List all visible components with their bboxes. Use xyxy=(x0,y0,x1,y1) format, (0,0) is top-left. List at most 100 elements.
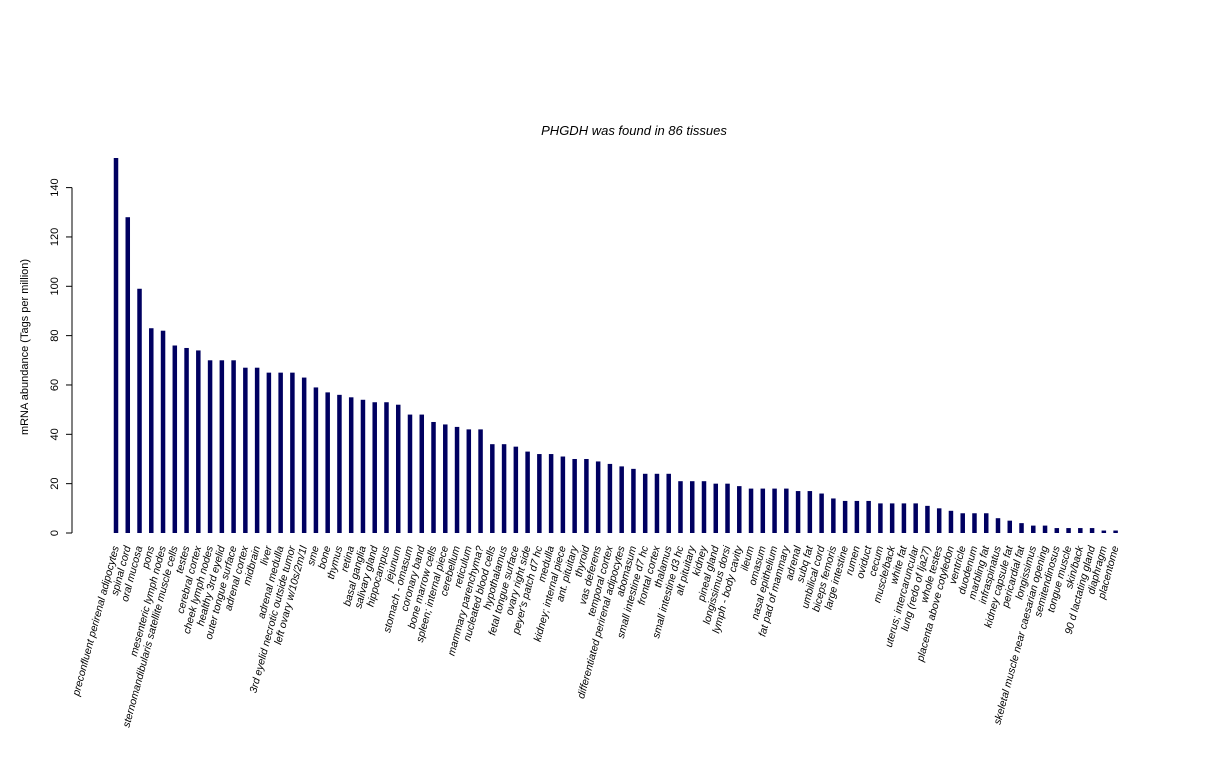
bar xyxy=(936,508,942,533)
bar xyxy=(760,488,766,533)
x-tick-label: sme xyxy=(305,545,322,567)
bar xyxy=(149,328,154,533)
bar xyxy=(360,399,366,533)
bar xyxy=(960,513,965,533)
bar xyxy=(995,518,1001,533)
bar xyxy=(1019,523,1024,533)
bar xyxy=(784,488,789,533)
bar xyxy=(772,488,777,533)
bar xyxy=(548,454,554,533)
bar xyxy=(595,461,601,533)
bar xyxy=(254,367,260,533)
bar xyxy=(948,510,954,533)
bar xyxy=(407,414,413,533)
x-tick-label: preconfluent perirenal adipocytes xyxy=(70,544,122,698)
bar xyxy=(607,463,613,533)
bar xyxy=(196,350,201,533)
bar xyxy=(925,505,930,533)
bar xyxy=(584,458,589,533)
bar xyxy=(207,360,213,533)
bar xyxy=(795,491,801,533)
bar xyxy=(1078,528,1083,533)
bar xyxy=(831,498,836,533)
bar xyxy=(1054,528,1060,533)
bar xyxy=(525,451,530,533)
bar xyxy=(290,372,295,533)
bar xyxy=(278,372,283,533)
bar xyxy=(501,444,507,533)
bars xyxy=(113,158,1118,534)
y-tick-label: 120 xyxy=(49,228,61,246)
bar xyxy=(313,387,319,533)
bar xyxy=(889,503,895,533)
bar xyxy=(243,367,248,533)
bar xyxy=(431,421,436,533)
bar xyxy=(701,481,707,533)
bar xyxy=(137,288,142,533)
bar xyxy=(513,446,519,533)
y-tick-label: 0 xyxy=(49,530,61,536)
bar xyxy=(1089,528,1095,533)
y-tick-label: 40 xyxy=(49,428,61,440)
bar xyxy=(184,347,189,533)
bar xyxy=(642,473,648,533)
y-tick-label: 20 xyxy=(49,478,61,490)
bar xyxy=(631,468,636,533)
bar xyxy=(866,500,871,533)
bar xyxy=(737,486,742,534)
bar xyxy=(301,377,307,533)
bar xyxy=(560,456,566,533)
bar xyxy=(689,481,695,533)
bar xyxy=(160,330,166,533)
bar xyxy=(713,483,719,533)
bar xyxy=(266,372,272,533)
bar xyxy=(372,402,377,533)
y-tick-label: 80 xyxy=(49,330,61,342)
bar xyxy=(748,488,754,533)
bar xyxy=(972,513,977,533)
bar xyxy=(878,503,883,533)
bar xyxy=(172,345,178,533)
bar xyxy=(219,360,225,533)
y-tick-label: 140 xyxy=(49,178,61,196)
bar xyxy=(983,513,989,533)
chart-title: PHGDH was found in 86 tissues xyxy=(541,123,727,138)
bar xyxy=(454,426,460,533)
bar xyxy=(384,402,389,533)
bar xyxy=(348,397,354,533)
bar xyxy=(678,481,683,533)
bar xyxy=(466,429,472,533)
bar xyxy=(395,404,401,533)
bar xyxy=(337,394,342,533)
bar xyxy=(1113,530,1118,533)
bar xyxy=(231,360,236,533)
bar xyxy=(125,217,131,533)
x-tick-labels: preconfluent perirenal adipocytesspinal … xyxy=(70,544,1122,729)
bar xyxy=(819,493,824,533)
bar xyxy=(1101,530,1107,533)
y-tick-label: 100 xyxy=(49,277,61,295)
bar xyxy=(1066,528,1071,533)
bar xyxy=(1031,525,1036,533)
x-tick-label: liver xyxy=(258,544,275,566)
bar xyxy=(572,458,577,533)
y-axis-label: mRNA abundance (Tags per million) xyxy=(19,259,31,435)
bar xyxy=(654,473,660,533)
bar xyxy=(842,500,848,533)
bar xyxy=(1007,520,1013,533)
bar xyxy=(666,473,671,533)
bar xyxy=(443,424,448,533)
bar xyxy=(113,158,119,533)
bar xyxy=(537,454,542,533)
bar xyxy=(1042,525,1048,533)
bar xyxy=(854,500,860,533)
y-tick-label: 60 xyxy=(49,379,61,391)
bar xyxy=(490,444,495,533)
bar xyxy=(807,491,813,533)
bar xyxy=(325,392,330,534)
bar xyxy=(725,483,730,533)
x-tick-label: bone xyxy=(316,545,334,571)
bar xyxy=(619,466,624,533)
bar xyxy=(913,503,918,533)
